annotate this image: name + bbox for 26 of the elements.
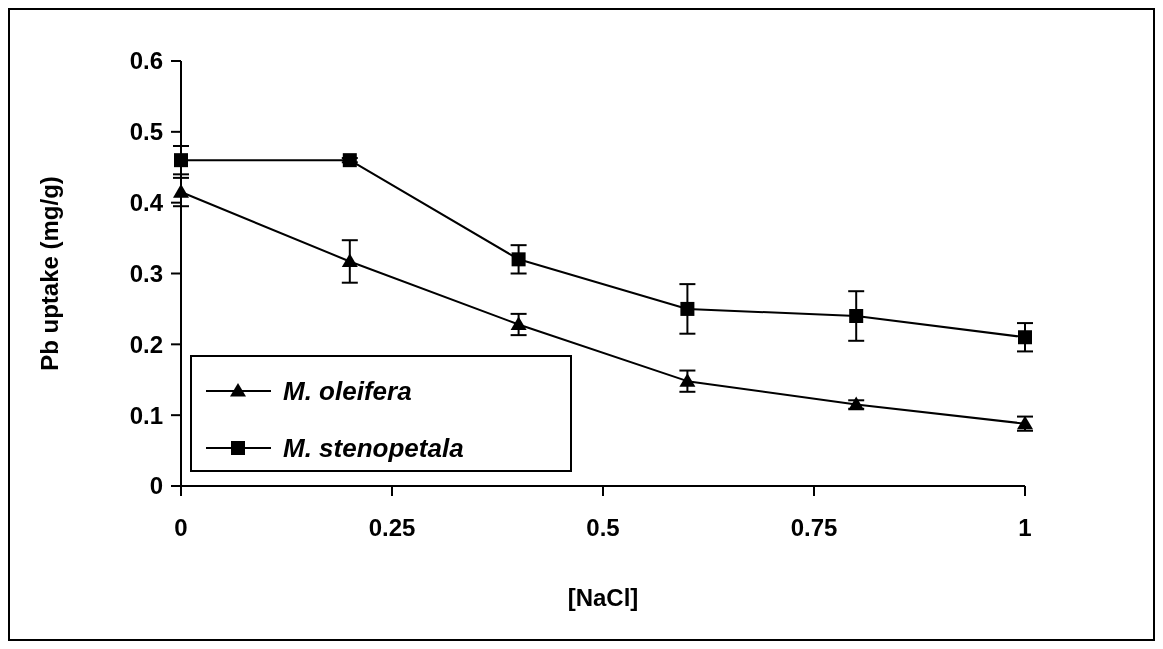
- point: [679, 373, 696, 387]
- x-tick-label: 0.5: [586, 514, 620, 541]
- point: [341, 253, 358, 268]
- x-tick-label: 0.25: [368, 514, 416, 541]
- x-tick-label: 0.75: [790, 514, 838, 541]
- point: [849, 309, 864, 323]
- y-tick-label: 0.2: [129, 330, 163, 358]
- point: [510, 316, 527, 331]
- point: [173, 184, 189, 198]
- point: [680, 301, 695, 316]
- y-tick-label: 0.3: [129, 259, 163, 287]
- y-tick-label: 0.1: [129, 401, 163, 429]
- x-axis-title: [NaCl]: [567, 584, 639, 611]
- point: [342, 153, 357, 168]
- point: [1018, 330, 1032, 345]
- point: [174, 153, 188, 168]
- y-tick-label: 0.5: [129, 118, 163, 146]
- y-tick-label: 0: [149, 472, 163, 500]
- legend-label: M. stenopetala: [283, 433, 464, 464]
- legend-label: M. oleifera: [283, 376, 412, 407]
- x-tick-label: 1: [1018, 514, 1032, 541]
- x-tick-label: 0: [174, 514, 188, 541]
- point: [511, 252, 526, 267]
- y-axis-title: Pb uptake (mg/g): [36, 176, 63, 371]
- y-tick-label: 0.4: [129, 189, 164, 217]
- y-tick-label: 0.6: [129, 47, 163, 75]
